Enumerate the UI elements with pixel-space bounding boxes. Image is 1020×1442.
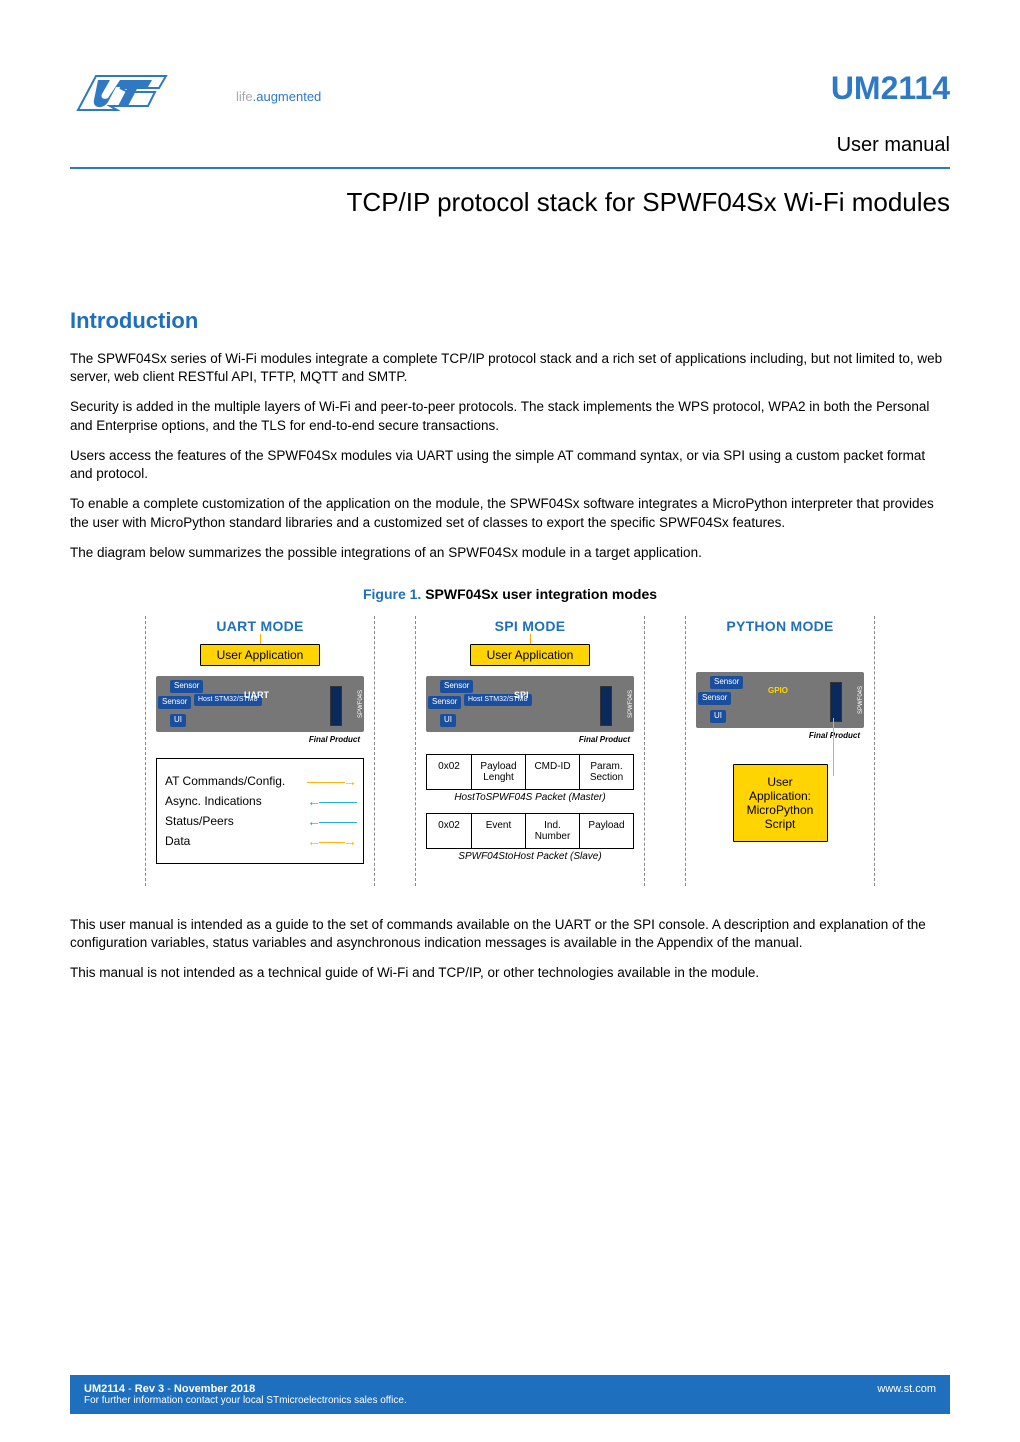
- outro-section: This user manual is intended as a guide …: [70, 916, 950, 983]
- sensor-chip-icon: Sensor: [428, 696, 461, 709]
- footer-left: UM2114 - Rev 3 - November 2018 For furth…: [84, 1383, 407, 1406]
- logo-tagline-life: life: [236, 89, 253, 104]
- spwf-module-label: SPWF04S: [858, 686, 864, 714]
- uart-row-status: Status/Peers ←———: [165, 813, 355, 829]
- introduction-section: Introduction The SPWF04Sx series of Wi-F…: [70, 308, 950, 562]
- uart-row-at: AT Commands/Config. ———→: [165, 773, 355, 789]
- header-rule: [70, 167, 950, 169]
- arrow-left-icon: ←———: [307, 793, 355, 809]
- doc-title: TCP/IP protocol stack for SPWF04Sx Wi-Fi…: [70, 187, 950, 218]
- spi-host-diagram: Sensor Sensor Host STM32/STM8 UI SPI SPW…: [426, 676, 634, 732]
- sensor-chip-icon: Sensor: [698, 692, 731, 705]
- footer-subline: For further information contact your loc…: [84, 1395, 407, 1406]
- python-iface-label: GPIO: [768, 686, 788, 695]
- intro-p2: Security is added in the multiple layers…: [70, 398, 950, 434]
- sensor-chip-icon: Sensor: [440, 680, 473, 693]
- uart-mode-column: UART MODE User Application Sensor Sensor…: [145, 616, 375, 886]
- outro-p2: This manual is not intended as a technic…: [70, 964, 950, 982]
- figure-1: UART MODE User Application Sensor Sensor…: [70, 616, 950, 886]
- uart-host-diagram: Sensor Sensor Host STM32/STM8 UI UART SP…: [156, 676, 364, 732]
- outro-p1: This user manual is intended as a guide …: [70, 916, 950, 952]
- intro-heading: Introduction: [70, 308, 950, 334]
- spi-iface-label: SPI: [514, 690, 529, 700]
- intro-p4: To enable a complete customization of th…: [70, 495, 950, 531]
- spwf-module-icon: [600, 686, 612, 726]
- footer-site: www.st.com: [877, 1383, 936, 1395]
- header: life.augmented UM2114: [70, 70, 950, 122]
- uart-iface-label: UART: [244, 690, 269, 700]
- pkt-cell: Payload: [580, 814, 633, 848]
- final-product-label: Final Product: [309, 735, 360, 744]
- spi-mode-column: SPI MODE User Application Sensor Sensor …: [415, 616, 645, 886]
- final-product-label: Final Product: [579, 735, 630, 744]
- footer-sep: -: [164, 1383, 174, 1395]
- pkt-cell: Event: [472, 814, 526, 848]
- python-host-diagram: Sensor Sensor UI GPIO SPWF04S Final Prod…: [696, 672, 864, 728]
- figure-label: Figure 1.: [363, 586, 425, 602]
- uart-row-data: Data ←——→: [165, 833, 355, 849]
- doc-code: UM2114: [831, 70, 950, 107]
- python-script-box: User Application: MicroPython Script: [733, 764, 828, 842]
- pkt-cell: Param. Section: [580, 755, 633, 789]
- intro-p5: The diagram below summarizes the possibl…: [70, 544, 950, 562]
- spi-mode-title: SPI MODE: [426, 618, 634, 634]
- footer-rev-line: UM2114 - Rev 3 - November 2018: [84, 1383, 407, 1395]
- spwf-module-label: SPWF04S: [628, 690, 634, 718]
- sensor-chip-icon: Sensor: [158, 696, 191, 709]
- arrow-left-icon: ←———: [307, 813, 355, 829]
- uart-row-label: Status/Peers: [165, 814, 234, 828]
- uart-row-label: Data: [165, 834, 190, 848]
- uart-user-app-box: User Application: [200, 644, 320, 666]
- spwf-module-icon: [830, 682, 842, 722]
- doc-type: User manual: [70, 134, 950, 157]
- spi-master-packet: 0x02 Payload Lenght CMD-ID Param. Sectio…: [426, 754, 634, 790]
- python-mode-column: PYTHON MODE Sensor Sensor UI GPIO SPWF04…: [685, 616, 875, 886]
- spi-master-caption: HostToSPWF04S Packet (Master): [426, 792, 634, 803]
- pkt-cell: Ind. Number: [526, 814, 580, 848]
- uart-mode-title: UART MODE: [156, 618, 364, 634]
- uart-commands-box: AT Commands/Config. ———→ Async. Indicati…: [156, 758, 364, 864]
- pkt-cell: CMD-ID: [526, 755, 580, 789]
- uart-row-async: Async. Indications ←———: [165, 793, 355, 809]
- ui-chip-icon: UI: [440, 714, 456, 727]
- arrow-right-icon: ———→: [307, 773, 355, 789]
- footer-bar: UM2114 - Rev 3 - November 2018 For furth…: [70, 1375, 950, 1414]
- pkt-cell: 0x02: [427, 755, 472, 789]
- intro-p3: Users access the features of the SPWF04S…: [70, 447, 950, 483]
- spi-slave-caption: SPWF04StoHost Packet (Slave): [426, 851, 634, 862]
- uart-row-label: Async. Indications: [165, 794, 262, 808]
- spi-user-app-box: User Application: [470, 644, 590, 666]
- logo-tagline-augmented: .augmented: [253, 89, 322, 104]
- footer-date: November 2018: [174, 1383, 255, 1395]
- spwf-module-label: SPWF04S: [358, 690, 364, 718]
- sensor-chip-icon: Sensor: [710, 676, 743, 689]
- pkt-cell: Payload Lenght: [472, 755, 526, 789]
- spwf-module-icon: [330, 686, 342, 726]
- footer-rev: Rev 3: [135, 1383, 164, 1395]
- intro-p1: The SPWF04Sx series of Wi-Fi modules int…: [70, 350, 950, 386]
- ui-chip-icon: UI: [170, 714, 186, 727]
- st-logo: life.augmented: [70, 70, 321, 122]
- st-logo-svg: [70, 70, 240, 122]
- figure-title: SPWF04Sx user integration modes: [425, 586, 657, 602]
- python-conn-line: [833, 718, 834, 776]
- spi-slave-packet: 0x02 Event Ind. Number Payload: [426, 813, 634, 849]
- footer-sep: -: [125, 1383, 135, 1395]
- final-product-label: Final Product: [809, 731, 860, 740]
- python-mode-title: PYTHON MODE: [696, 618, 864, 634]
- arrow-both-icon: ←——→: [307, 833, 355, 849]
- sensor-chip-icon: Sensor: [170, 680, 203, 693]
- uart-row-label: AT Commands/Config.: [165, 774, 285, 788]
- figure-caption: Figure 1. SPWF04Sx user integration mode…: [70, 586, 950, 602]
- ui-chip-icon: UI: [710, 710, 726, 723]
- pkt-cell: 0x02: [427, 814, 472, 848]
- footer-doccode: UM2114: [84, 1383, 125, 1395]
